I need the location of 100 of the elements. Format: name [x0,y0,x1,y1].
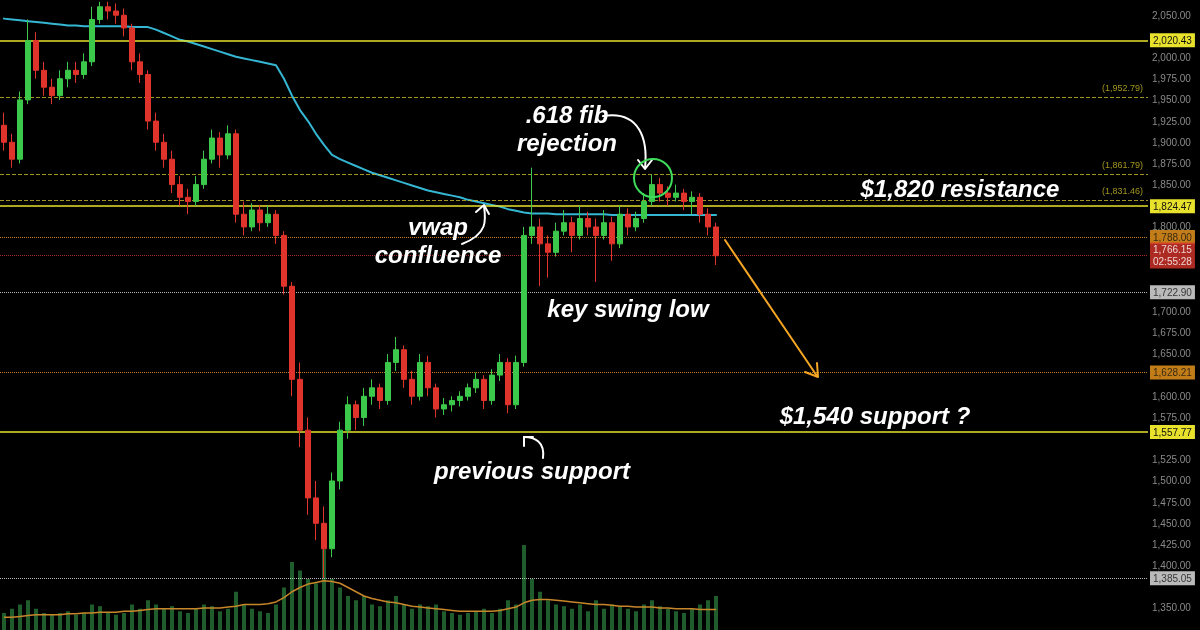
bar [186,613,190,630]
bar [698,604,702,630]
bar [450,613,454,630]
bar [266,613,270,630]
bar [178,611,182,630]
bar [490,613,494,630]
candlestick [433,383,439,418]
y-tick-label: 2,050.00 [1152,9,1192,21]
candlestick [145,69,151,131]
candlestick [161,133,167,169]
candlestick [553,222,559,258]
candlestick [689,190,695,215]
annotation: previous support [432,456,632,484]
bar [274,604,278,630]
bar [650,600,654,630]
annotation: key swing low [547,294,711,322]
ref-line-label: 1,557.77 [1153,426,1193,438]
text: $1,820 resistance [859,174,1060,202]
bar [618,606,622,630]
bar [386,600,390,630]
candlestick [265,205,271,228]
bar [506,600,510,630]
y-tick-label: 1,900.00 [1152,136,1192,148]
y-tick-label: 1,975.00 [1152,73,1192,85]
bar [666,608,670,630]
candlestick [601,209,607,241]
candlestick [273,209,279,245]
bar [410,608,414,630]
bar [562,606,566,630]
annotation: vwap confluence [374,212,502,268]
candlestick [177,175,183,207]
bar [554,604,558,630]
y-tick-label: 1,525.00 [1152,454,1192,466]
bar [242,604,246,630]
candlestick [569,216,575,253]
candlestick [257,204,263,232]
candlestick [465,383,471,402]
bar [530,579,534,630]
bar [394,596,398,630]
candlestick [505,357,511,414]
candlestick [625,207,631,236]
candlestick [577,205,583,241]
candlestick [209,129,215,164]
bar [498,608,502,630]
bar [578,604,582,630]
candlestick [633,211,639,232]
candlestick [345,395,351,440]
bar [586,611,590,630]
bar [154,604,158,630]
bar [466,613,470,630]
candlestick [297,361,303,448]
candlestick [385,353,391,406]
y-tick-label: 1,575.00 [1152,411,1192,423]
ref-line-label: (1,861.79) [1101,160,1143,171]
candlestick [193,175,199,207]
candlestick [305,416,311,516]
candlestick [497,353,503,382]
bar [258,611,262,630]
bar [290,562,294,630]
bar [522,545,526,630]
bar [458,614,462,630]
candlestick [585,211,591,236]
candlestick [665,185,671,207]
bar [122,613,126,630]
bar [210,606,214,630]
y-tick-label: 1,950.00 [1152,94,1192,106]
bar [162,608,166,630]
candlestick [249,202,255,232]
bar [42,613,46,630]
candlestick [241,201,247,236]
bar [130,604,134,630]
bar [2,613,6,630]
candlestick [529,167,535,245]
bar [418,604,422,630]
candlestick [425,355,431,397]
ref-line-label: 2,020.43 [1153,34,1193,46]
bar [474,611,478,630]
bar [34,608,38,630]
candlestick [353,400,359,431]
bar [346,596,350,630]
bar [250,608,254,630]
bar [194,608,198,630]
candlestick [233,129,239,224]
candlestick [17,90,23,164]
candlestick [73,61,79,84]
y-tick-label: 1,875.00 [1152,157,1192,169]
y-tick-label: 1,800.00 [1152,221,1192,233]
bar [602,608,606,630]
ref-line-label: 1,766.15 02:55:28 [1153,244,1193,268]
candlestick [657,177,663,203]
bar [146,600,150,630]
candlestick [9,133,15,169]
y-tick-label: 1,600.00 [1152,390,1192,402]
candlestick [401,344,407,389]
candlestick [705,207,711,236]
candlestick [473,372,479,394]
candlestick [617,205,623,249]
candlestick [337,421,343,490]
ref-line-label: 1,385.05 [1153,572,1193,584]
bar [634,611,638,630]
